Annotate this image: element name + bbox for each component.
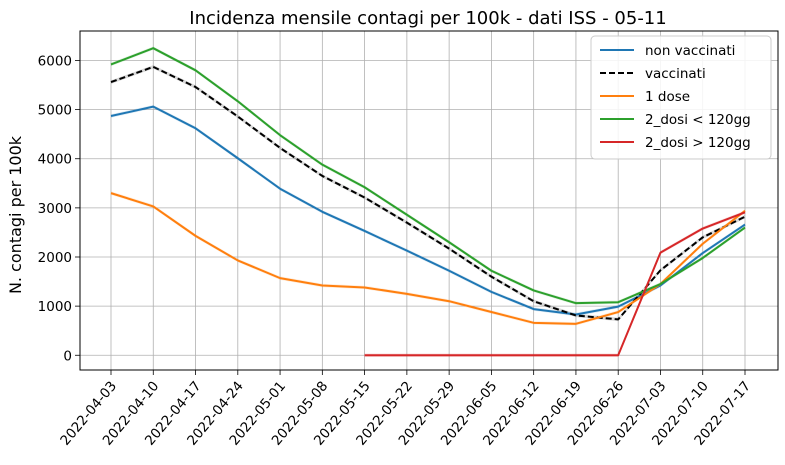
series-lines [110,47,746,357]
series-line [364,211,746,357]
legend-label: vaccinati [645,66,706,82]
legend-label: 2_dosi < 120gg [645,112,751,128]
legend-label: 2_dosi > 120gg [645,135,751,151]
y-axis-label: N. contagi per 100k [6,135,25,294]
y-tick-label: 5000 [38,103,72,119]
plot-frame [79,30,779,371]
chart-title: Incidenza mensile contagi per 100k - dat… [189,8,666,29]
y-tick-label: 0 [63,348,72,364]
legend: non vaccinati vaccinati 1 dose 2_dosi < 120… [590,35,772,160]
y-tick-label: 3000 [38,201,72,217]
series-line [110,105,746,316]
series-line [110,47,746,305]
y-tick-label: 1000 [38,299,72,315]
legend-box [590,35,772,160]
series-band [111,191,745,326]
y-axis-ticks: 0 1000 2000 3000 4000 5000 6000 [38,53,80,364]
series-band [364,210,745,357]
series-line [110,192,746,325]
y-tick-label: 6000 [38,53,72,69]
series-line [110,65,746,321]
y-tick-label: 4000 [38,152,72,168]
legend-label: non vaccinati [645,43,735,59]
legend-label: 1 dose [645,89,690,105]
y-tick-label: 2000 [38,250,72,266]
confidence-bands [111,46,745,357]
